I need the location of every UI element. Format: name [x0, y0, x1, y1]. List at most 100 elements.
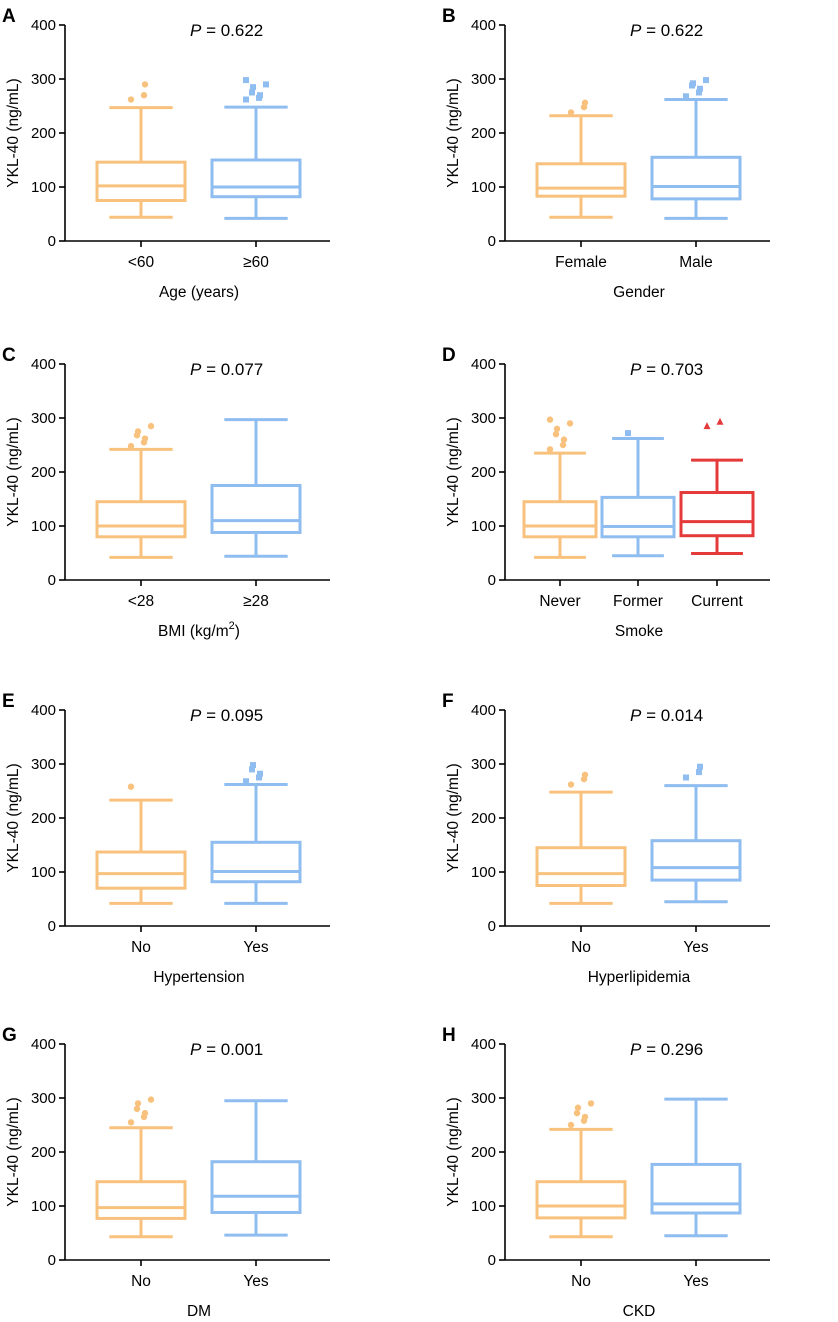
iqr-box	[95, 850, 187, 890]
panel-d: D P = 0.703 0 100 200 300 400 YKL-40 (ng/mL) Nev…	[442, 345, 770, 640]
y-tick-label: 200	[471, 125, 496, 142]
y-axis-title: YKL-40 (ng/mL)	[5, 763, 22, 872]
y-tick-label: 400	[471, 1036, 496, 1053]
y-axis-title: YKL-40 (ng/mL)	[5, 1097, 22, 1206]
p-value: P = 0.622	[190, 21, 263, 40]
box-orange	[535, 771, 627, 905]
p-symbol: P	[630, 21, 642, 40]
outlier-point	[140, 92, 148, 99]
outlier-point	[703, 422, 711, 430]
iqr-box	[95, 1180, 187, 1220]
iqr-box	[650, 155, 742, 201]
x-axis-title-text: Hypertension	[153, 969, 244, 986]
p-symbol: P	[190, 706, 202, 725]
panel-a: A P = 0.622 0 100 200 300 400 YKL-40 (ng/mL) <60…	[2, 6, 330, 301]
iqr-box	[535, 162, 627, 198]
y-tick-label: 300	[471, 71, 496, 88]
panel-label: A	[2, 6, 16, 27]
outlier-point	[127, 442, 135, 450]
y-tick-label: 100	[471, 864, 496, 881]
p-value: P = 0.095	[190, 706, 263, 725]
y-tick-label: 400	[31, 17, 56, 34]
panel-label: C	[2, 345, 16, 366]
y-tick-label: 400	[471, 17, 496, 34]
y-tick-label: 0	[488, 918, 496, 935]
iqr-box	[600, 495, 676, 539]
y-tick-label: 0	[488, 1252, 496, 1269]
x-category-label: No	[571, 939, 591, 956]
outlier-point	[696, 89, 702, 96]
y-tick-label: 200	[31, 1144, 56, 1161]
outlier-point	[141, 435, 149, 442]
outlier-point	[546, 446, 554, 453]
box-red	[679, 417, 755, 556]
box-blue	[650, 77, 742, 220]
p-value: P = 0.001	[190, 1040, 263, 1059]
y-tick-label: 300	[471, 756, 496, 773]
outlier-point	[250, 84, 256, 91]
x-axis-title-text: Gender	[613, 284, 665, 301]
p-symbol: P	[630, 706, 642, 725]
outlier-point	[127, 1119, 135, 1126]
x-axis-title-end: )	[235, 623, 240, 640]
y-axis-title: YKL-40 (ng/mL)	[445, 763, 462, 872]
p-value-number: = 0.703	[641, 360, 703, 379]
x-category-label: No	[131, 1273, 151, 1290]
y-tick-label: 0	[488, 572, 496, 589]
box-orange	[95, 783, 187, 905]
x-category-label: Yes	[683, 939, 709, 956]
outlier-point	[263, 81, 269, 88]
outlier-point	[567, 781, 575, 788]
outlier-point	[256, 774, 262, 781]
y-tick-label: 300	[31, 756, 56, 773]
x-axis-title-text: Hyperlipidemia	[588, 969, 691, 986]
x-category-label: No	[571, 1273, 591, 1290]
box-blue	[650, 1097, 742, 1238]
box-blue	[600, 430, 676, 558]
y-tick-label: 400	[471, 356, 496, 373]
x-category-label: <28	[128, 593, 154, 610]
y-tick-label: 300	[31, 1090, 56, 1107]
outlier-point	[573, 1109, 581, 1117]
outlier-point	[560, 436, 568, 443]
p-symbol: P	[190, 1040, 202, 1059]
x-axis-title-text: Age (years)	[159, 284, 239, 301]
y-tick-label: 300	[471, 410, 496, 427]
outlier-point	[567, 1121, 575, 1129]
x-category-label: Yes	[243, 939, 269, 956]
p-value: P = 0.014	[630, 706, 703, 725]
y-axis-title: YKL-40 (ng/mL)	[5, 78, 22, 187]
box-orange	[522, 416, 598, 559]
y-tick-label: 400	[31, 356, 56, 373]
outlier-point	[552, 431, 560, 438]
x-axis-title-text: Smoke	[615, 623, 663, 640]
p-value-number: = 0.095	[201, 706, 263, 725]
iqr-box	[535, 1180, 627, 1220]
iqr-box	[210, 158, 302, 199]
x-category-label: Current	[691, 593, 743, 610]
p-symbol: P	[190, 360, 202, 379]
x-category-label: No	[131, 939, 151, 956]
box-blue	[210, 77, 302, 220]
x-axis-title: Gender	[613, 284, 665, 301]
y-axis-title: YKL-40 (ng/mL)	[5, 417, 22, 526]
p-value: P = 0.077	[190, 360, 263, 379]
x-axis-title: CKD	[623, 1303, 656, 1320]
outlier-point	[559, 441, 567, 449]
box-orange	[535, 99, 627, 219]
p-symbol: P	[630, 1040, 642, 1059]
x-axis-title: Hyperlipidemia	[588, 969, 691, 986]
outlier-point	[703, 77, 709, 84]
iqr-box	[650, 839, 742, 882]
outlier-point	[249, 766, 255, 773]
box-blue	[210, 418, 302, 558]
y-tick-label: 200	[31, 464, 56, 481]
outlier-point	[257, 92, 263, 99]
outlier-point	[566, 420, 574, 427]
y-tick-label: 200	[471, 464, 496, 481]
outlier-point	[581, 99, 589, 106]
outlier-point	[127, 783, 135, 790]
p-value-number: = 0.622	[201, 21, 263, 40]
outlier-point	[243, 96, 249, 103]
